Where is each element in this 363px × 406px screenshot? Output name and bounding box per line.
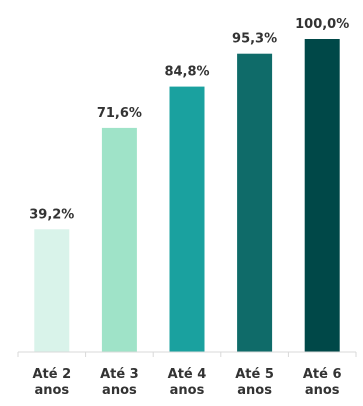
bar-1	[34, 229, 70, 352]
category-label-2-line-1: Até 3	[100, 367, 139, 382]
bar-5	[304, 39, 340, 352]
category-label-5-line-1: Até 6	[303, 367, 342, 382]
category-label-2-line-2: anos	[102, 383, 137, 398]
category-label-4-line-1: Até 5	[235, 367, 274, 382]
bar-4	[237, 53, 273, 352]
category-label-1: Até 2 anos	[32, 367, 71, 398]
category-label-4-line-2: anos	[237, 383, 272, 398]
bar-2	[101, 127, 137, 353]
category-label-4: Até 5 anos	[235, 367, 274, 398]
value-labels-layer: 39,2% 71,6% 84,8% 95,3% 100,0%	[29, 17, 349, 222]
category-label-3-line-1: Até 4	[168, 367, 207, 382]
x-axis-ticks	[17, 352, 357, 357]
category-label-2: Até 3 anos	[100, 367, 139, 398]
bars-layer	[34, 39, 340, 353]
value-label-1: 39,2%	[29, 207, 74, 222]
category-label-3-line-2: anos	[170, 383, 205, 398]
category-label-1-line-2: anos	[34, 383, 69, 398]
category-label-5-line-2: anos	[305, 383, 340, 398]
value-label-5: 100,0%	[295, 17, 349, 32]
value-label-2: 71,6%	[97, 106, 142, 121]
category-label-3: Até 4 anos	[168, 367, 207, 398]
value-label-3: 84,8%	[164, 65, 209, 80]
category-label-1-line-1: Até 2	[32, 367, 71, 382]
bar-3	[169, 86, 205, 352]
category-label-5: Até 6 anos	[303, 367, 342, 398]
value-label-4: 95,3%	[232, 32, 277, 47]
